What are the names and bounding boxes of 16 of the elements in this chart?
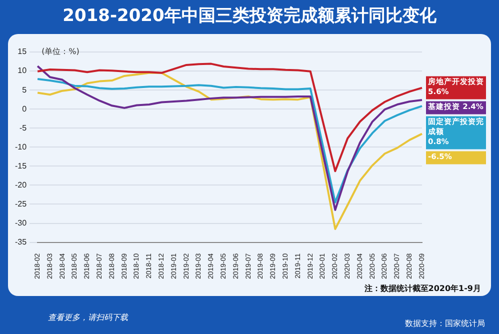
y-tick-label: 15 xyxy=(18,47,28,56)
y-tick-label: 0 xyxy=(22,104,28,114)
y-tick-label: -25 xyxy=(15,199,28,208)
y-tick-label: -10 xyxy=(15,142,28,152)
y-tick-label: -20 xyxy=(15,180,28,190)
y-tick-label: 10 xyxy=(18,66,28,76)
text: 注：数据统计截至2020年1-9月 xyxy=(364,283,481,294)
y-tick-label: -30 xyxy=(15,218,28,228)
y-tick-label: 5 xyxy=(22,85,28,94)
chart-title: 2018-2020年中国三类投资完成额累计同比变化 xyxy=(62,5,438,27)
y-axis-title: (单位：%) xyxy=(42,47,80,56)
text: 数据支持：国家统计局 xyxy=(405,318,485,329)
text: 查看更多，请扫码下载 xyxy=(48,312,128,323)
y-tick-label: -5 xyxy=(19,123,28,132)
y-tick-label: -35 xyxy=(15,238,28,247)
y-tick-label: -15 xyxy=(15,161,28,170)
